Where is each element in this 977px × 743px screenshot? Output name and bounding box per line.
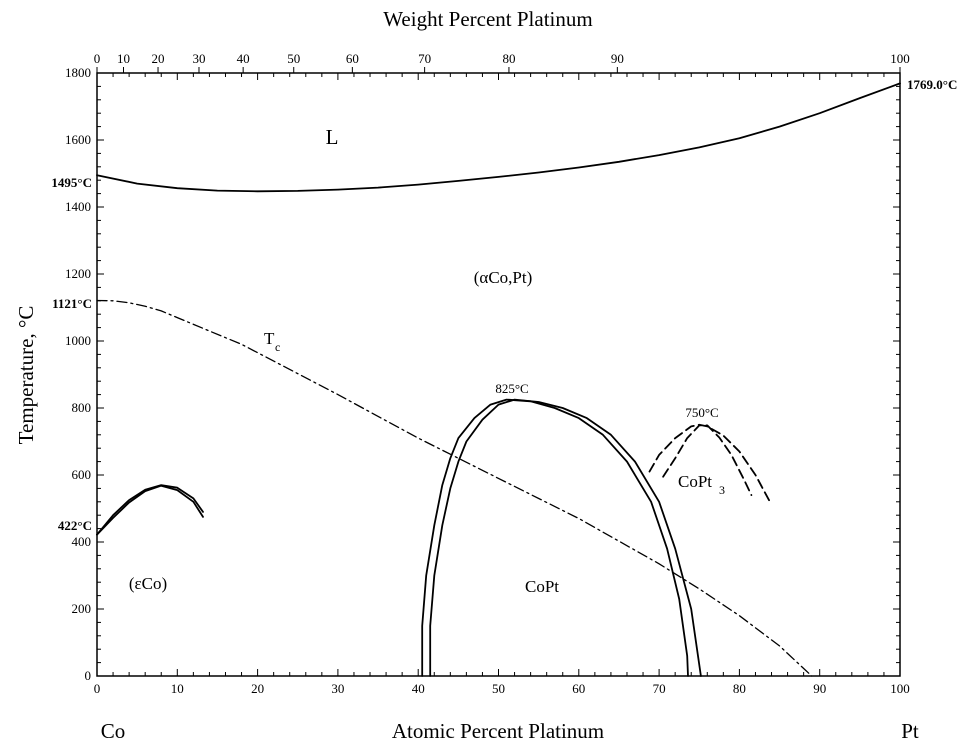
co-curie-temp-label: 1121°C: [52, 296, 92, 311]
co-transition-label: 422°C: [58, 518, 92, 533]
copt3-main: CoPt: [678, 472, 712, 491]
phase-boundary-dashdot-1: [96, 299, 813, 677]
region-liquid: L: [326, 125, 339, 149]
y-tick-label: 1200: [65, 266, 91, 281]
x-axis-title: Atomic Percent Platinum: [392, 719, 604, 743]
x-tick-label: 0: [94, 681, 101, 696]
phase-boundary-solid-0: [96, 82, 901, 193]
top-tick-label: 10: [117, 51, 130, 66]
top-tick-label: 60: [346, 51, 359, 66]
region-fcc-solid-solution: (αCo,Pt): [474, 268, 533, 287]
y-tick-label: 600: [72, 467, 92, 482]
top-tick-label: 20: [152, 51, 165, 66]
phase-boundary-solid-5: [429, 398, 702, 677]
top-tick-label: 40: [237, 51, 250, 66]
axis-ticks: [96, 67, 901, 677]
co-melting-point-label: 1495°C: [51, 175, 92, 190]
element-label-pt: Pt: [901, 719, 919, 743]
x-tick-label: 90: [813, 681, 826, 696]
phase-boundary-solid-4: [421, 398, 689, 677]
y-tick-label: 1600: [65, 132, 91, 147]
copt3-max-temp-label: 750°C: [685, 405, 718, 420]
x-tick-label: 60: [572, 681, 585, 696]
curie-t-main: T: [264, 329, 275, 348]
top-tick-label: 100: [890, 51, 910, 66]
copt-max-temp-label: 825°C: [495, 381, 528, 396]
x-tick-label: 70: [653, 681, 666, 696]
phase-boundary-dashed-7: [662, 424, 753, 496]
top-axis-title: Weight Percent Platinum: [383, 7, 592, 31]
x-tick-label: 40: [412, 681, 425, 696]
phase-boundary-solid-2: [96, 484, 204, 536]
y-tick-label: 800: [72, 400, 92, 415]
region-copt: CoPt: [525, 577, 559, 596]
y-axis-title: Temperature, °C: [14, 306, 38, 445]
x-tick-label: 80: [733, 681, 746, 696]
x-tick-label: 10: [171, 681, 184, 696]
top-tick-label: 50: [287, 51, 300, 66]
y-tick-label: 400: [72, 534, 92, 549]
plot-frame: [96, 72, 901, 677]
curie-t-subscript: c: [275, 340, 280, 354]
element-label-co: Co: [101, 719, 126, 743]
axis-tick-labels: 0 10 20 30 40 50 60 70 80 90 100020040060080010001…: [65, 51, 910, 696]
region-hcp-co: (εCo): [129, 574, 167, 593]
top-tick-label: 90: [611, 51, 624, 66]
curie-temperature-label: T c: [264, 329, 280, 354]
pt-melting-point-label: 1769.0°C: [907, 77, 957, 92]
top-tick-label: 80: [502, 51, 515, 66]
y-tick-label: 0: [85, 668, 92, 683]
copt3-region-label: CoPt 3: [678, 472, 725, 497]
y-tick-label: 1000: [65, 333, 91, 348]
x-tick-label: 30: [331, 681, 344, 696]
y-tick-label: 1400: [65, 199, 91, 214]
top-tick-label: 0: [94, 51, 101, 66]
y-tick-label: 200: [72, 601, 92, 616]
x-tick-label: 50: [492, 681, 505, 696]
x-tick-label: 100: [890, 681, 910, 696]
copt3-subscript: 3: [719, 483, 725, 497]
top-tick-label: 30: [192, 51, 205, 66]
top-tick-label: 70: [418, 51, 431, 66]
phase-boundary-solid-3: [96, 484, 204, 536]
y-tick-label: 1800: [65, 65, 91, 80]
x-tick-label: 20: [251, 681, 264, 696]
phase-boundary-dashed-6: [648, 423, 771, 503]
phase-boundaries: [96, 82, 901, 677]
